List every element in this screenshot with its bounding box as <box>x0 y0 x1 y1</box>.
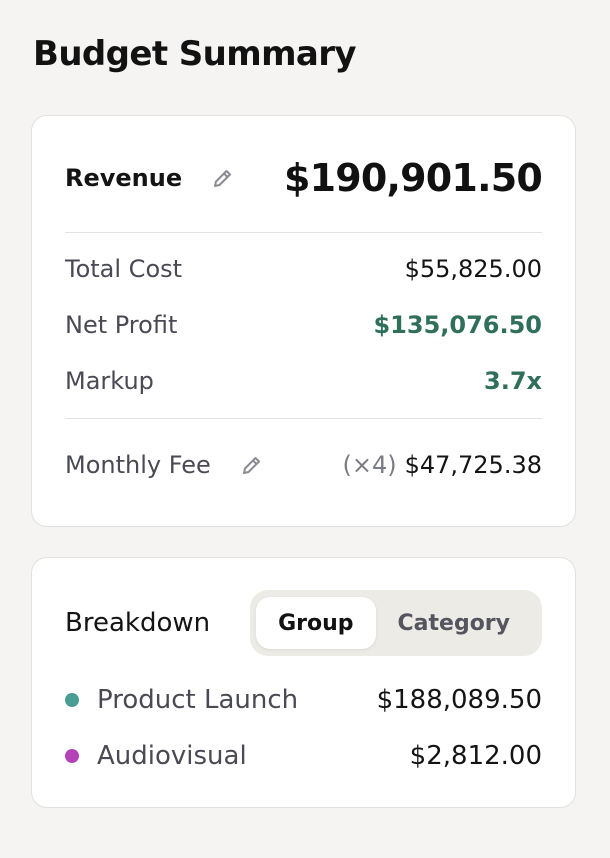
list-item-label-group: Product Launch <box>65 685 298 715</box>
revenue-row: Revenue $190,901.50 <box>65 156 543 200</box>
monthly-fee-multiplier: (×4) <box>342 451 397 479</box>
divider <box>65 418 542 419</box>
pencil-icon[interactable] <box>239 452 265 478</box>
list-item-value: $188,089.50 <box>376 685 542 715</box>
list-item-name: Audiovisual <box>97 741 247 771</box>
net-profit-label: Net Profit <box>65 311 178 339</box>
breakdown-header: Breakdown Group Category <box>65 590 542 656</box>
monthly-fee-value: $47,725.38 <box>404 451 542 479</box>
summary-card: Revenue $190,901.50 Total Cost $55,825.0… <box>31 115 576 527</box>
pencil-icon[interactable] <box>210 165 236 191</box>
list-item: Product Launch $188,089.50 <box>65 683 542 717</box>
breakdown-card: Breakdown Group Category Product Launch … <box>31 557 576 808</box>
list-item: Audiovisual $2,812.00 <box>65 739 542 773</box>
divider <box>65 232 542 233</box>
monthly-fee-label: Monthly Fee <box>65 451 211 479</box>
revenue-label: Revenue <box>65 164 183 192</box>
net-profit-value: $135,076.50 <box>373 311 542 339</box>
toggle-category-button[interactable]: Category <box>397 610 510 636</box>
color-dot-icon <box>65 693 79 707</box>
page-title: Budget Summary <box>33 34 357 74</box>
list-item-name: Product Launch <box>97 685 299 715</box>
monthly-fee-label-group: Monthly Fee <box>65 451 265 479</box>
breakdown-title: Breakdown <box>65 608 211 638</box>
markup-row: Markup 3.7x <box>65 364 542 398</box>
net-profit-row: Net Profit $135,076.50 <box>65 308 542 342</box>
revenue-label-group: Revenue <box>65 164 236 192</box>
markup-value: 3.7x <box>484 367 542 395</box>
revenue-value: $190,901.50 <box>283 156 543 200</box>
toggle-group-button[interactable]: Group <box>256 597 376 649</box>
markup-label: Markup <box>65 367 154 395</box>
breakdown-toggle: Group Category <box>250 590 542 656</box>
monthly-fee-row: Monthly Fee (×4) $47,725.38 <box>65 448 542 482</box>
total-cost-row: Total Cost $55,825.00 <box>65 252 542 286</box>
color-dot-icon <box>65 749 79 763</box>
list-item-label-group: Audiovisual <box>65 741 247 771</box>
total-cost-value: $55,825.00 <box>404 255 542 283</box>
total-cost-label: Total Cost <box>65 255 183 283</box>
list-item-value: $2,812.00 <box>409 741 542 771</box>
monthly-fee-amount: (×4) $47,725.38 <box>342 451 542 479</box>
